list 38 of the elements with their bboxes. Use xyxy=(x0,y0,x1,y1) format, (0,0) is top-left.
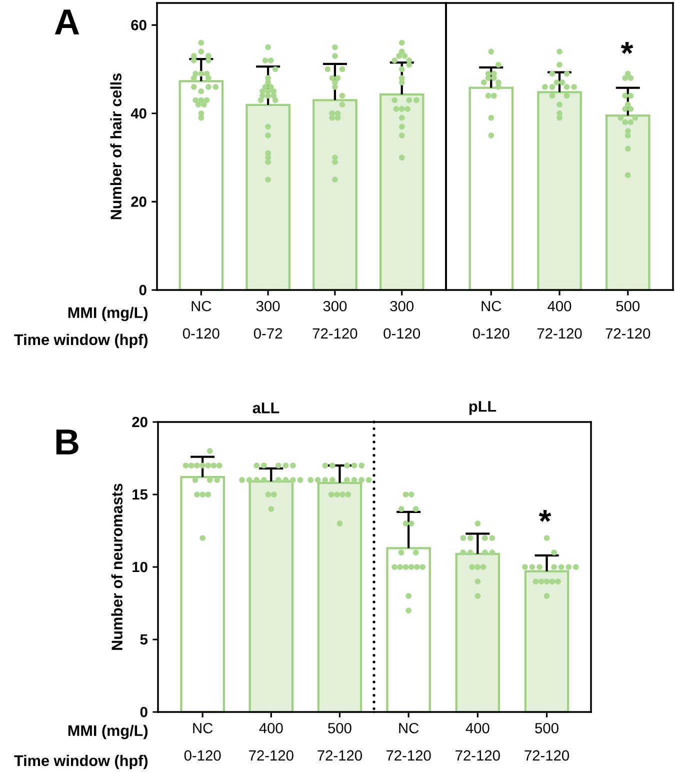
y-tick-label: 5 xyxy=(140,634,148,645)
x-tick-label: 400 72-120 xyxy=(456,722,500,761)
x-tick-label: 400 72-120 xyxy=(249,722,294,761)
text: B xyxy=(56,430,78,454)
text: MMI (mg/L) xyxy=(68,306,148,322)
annotation: * xyxy=(620,42,634,54)
x-tick-label: 300 72-120 xyxy=(312,300,358,339)
chart-title: pLL xyxy=(469,401,496,415)
x-tick-label: NC 0-120 xyxy=(182,300,220,339)
x-tick-label: NC 72-120 xyxy=(386,722,431,761)
bar xyxy=(178,80,224,292)
x-tick-label: 500 72-120 xyxy=(606,300,650,339)
y-tick-label: 0 xyxy=(140,706,148,718)
x-tick-label: 500 72-120 xyxy=(524,722,570,761)
y-tick-label: 10 xyxy=(132,562,148,572)
text: MMI (mg/L) xyxy=(68,724,148,740)
bar xyxy=(379,93,424,292)
y-tick-label: 20 xyxy=(132,416,148,428)
text: Time window (hpf) xyxy=(14,334,148,348)
y-tick-label: 40 xyxy=(130,108,146,119)
bar xyxy=(246,104,290,292)
x-tick-label: 500 72-120 xyxy=(318,722,362,761)
text: Time window (hpf) xyxy=(14,754,148,770)
chart-title: aLL xyxy=(252,402,280,414)
x-tick-label: 300 0-72 xyxy=(254,300,282,339)
annotation: * xyxy=(538,510,552,522)
x-tick-label: NC 0-120 xyxy=(184,722,221,761)
x-tick-label: 300 0-120 xyxy=(384,300,420,339)
y-tick-label: 15 xyxy=(132,489,148,500)
x-tick-label: NC 0-120 xyxy=(472,300,510,339)
y-tick-label: 0 xyxy=(139,284,146,296)
y-tick-label: 20 xyxy=(131,196,146,207)
y-tick-label: 60 xyxy=(131,20,146,30)
text: A xyxy=(54,10,80,34)
x-tick-label: 400 72-120 xyxy=(537,300,582,339)
y-axis-title: Number of neuromasts xyxy=(111,484,122,650)
bar xyxy=(312,99,358,292)
y-axis-title: Number of hair cells xyxy=(110,73,122,220)
